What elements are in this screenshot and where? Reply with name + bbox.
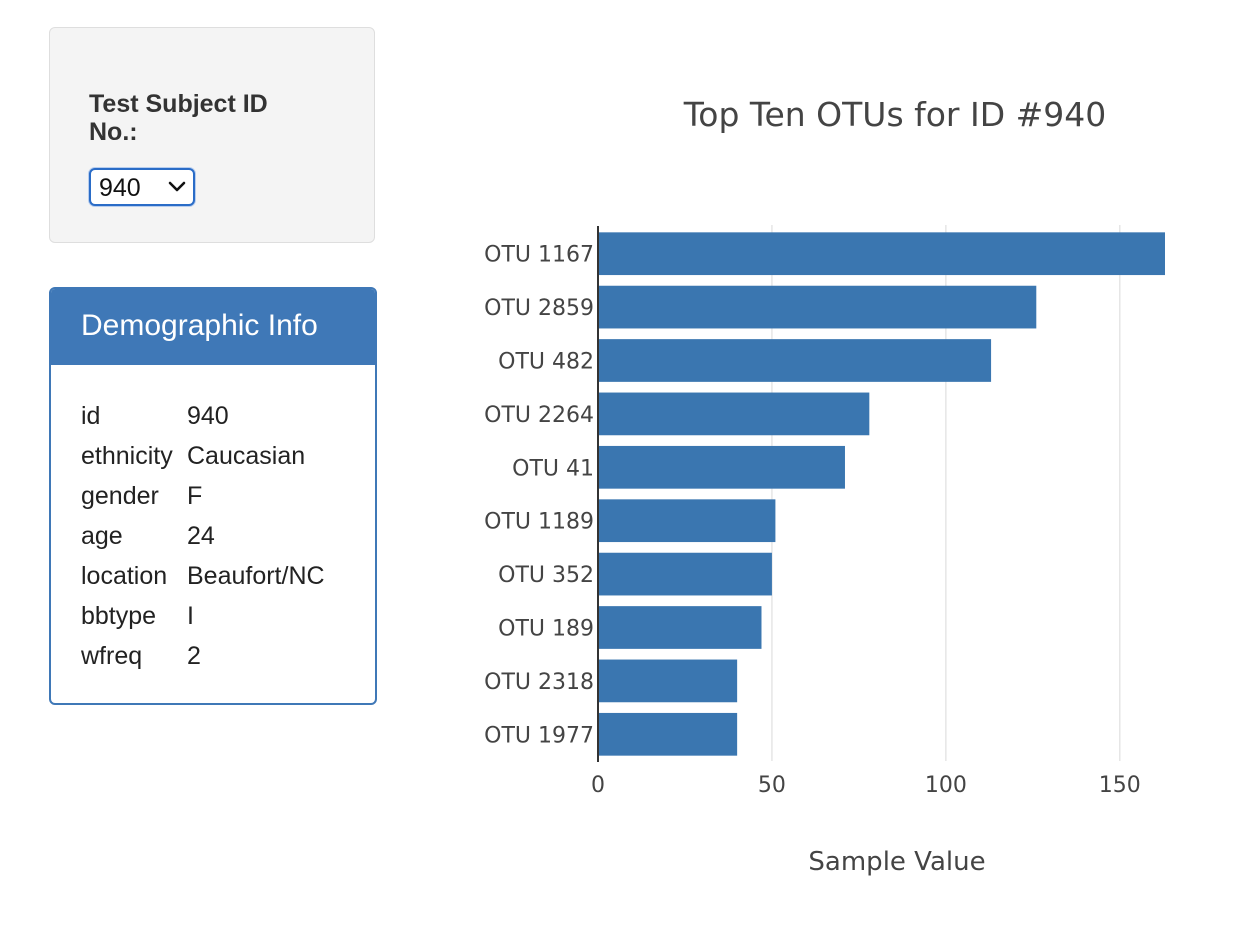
chart-bars <box>598 232 1165 756</box>
x-tick-labels: 0 50 100 150 <box>591 773 1141 798</box>
y-tick-label: OTU 1189 <box>484 510 594 535</box>
subject-id-select[interactable]: 940 <box>89 168 195 206</box>
chevron-down-icon <box>168 181 186 192</box>
selector-label: Test Subject ID No.: <box>89 90 268 146</box>
x-tick-label: 150 <box>1099 773 1141 798</box>
info-key: ethnicity <box>81 442 173 470</box>
demographic-panel-heading: Demographic Info <box>51 289 375 365</box>
y-tick-label: OTU 1977 <box>484 723 594 748</box>
bar-otu-1167[interactable] <box>598 232 1165 276</box>
bar-otu-2859[interactable] <box>598 285 1037 329</box>
info-key: gender <box>81 482 159 510</box>
info-key: bbtype <box>81 602 157 630</box>
bar-otu-2318[interactable] <box>598 659 738 703</box>
selector-well: Test Subject ID No.: 940 <box>49 27 375 243</box>
bar-otu-482[interactable] <box>598 339 992 382</box>
x-tick-label: 0 <box>591 773 605 798</box>
y-tick-label: OTU 352 <box>498 563 594 588</box>
bar-otu-189[interactable] <box>598 606 762 649</box>
bar-otu-1977[interactable] <box>598 712 738 756</box>
x-tick-label: 50 <box>758 773 786 798</box>
info-value: I <box>187 602 194 630</box>
bar-otu-2264[interactable] <box>598 392 870 436</box>
info-key: id <box>81 402 101 430</box>
x-tick-label: 100 <box>925 773 967 798</box>
bar-otu-1189[interactable] <box>598 499 776 543</box>
info-value: 2 <box>187 642 201 670</box>
info-key: age <box>81 522 123 550</box>
bar-otu-41[interactable] <box>598 445 845 489</box>
info-value: Caucasian <box>187 442 306 470</box>
y-tick-label: OTU 2264 <box>484 403 594 428</box>
y-tick-labels: OTU 1167 OTU 2859 OTU 482 OTU 2264 OTU 41 OTU… <box>484 243 594 749</box>
otu-bar-chart: Top Ten OTUs for ID #940 OTU 1167 OTU 285… <box>484 95 1165 877</box>
chart-title: Top Ten OTUs for ID #940 <box>683 95 1107 134</box>
subject-id-select-value: 940 <box>99 174 141 202</box>
info-key: location <box>81 562 168 590</box>
info-value: Beaufort/NC <box>187 562 325 590</box>
bar-otu-352[interactable] <box>598 552 772 596</box>
y-tick-label: OTU 482 <box>498 350 594 375</box>
panel-title: Demographic Info <box>81 309 318 342</box>
info-value: 940 <box>187 402 229 430</box>
y-tick-label: OTU 2859 <box>484 296 594 321</box>
y-tick-label: OTU 1167 <box>484 243 594 268</box>
y-tick-label: OTU 189 <box>498 617 594 642</box>
info-value: F <box>187 482 203 510</box>
y-tick-label: OTU 41 <box>512 456 594 481</box>
x-axis-title: Sample Value <box>808 847 985 877</box>
demographic-panel: Demographic Info id 940 ethnicity Caucas… <box>49 287 377 705</box>
info-key: wfreq <box>81 642 143 670</box>
info-value: 24 <box>187 522 215 550</box>
y-tick-label: OTU 2318 <box>484 670 594 695</box>
